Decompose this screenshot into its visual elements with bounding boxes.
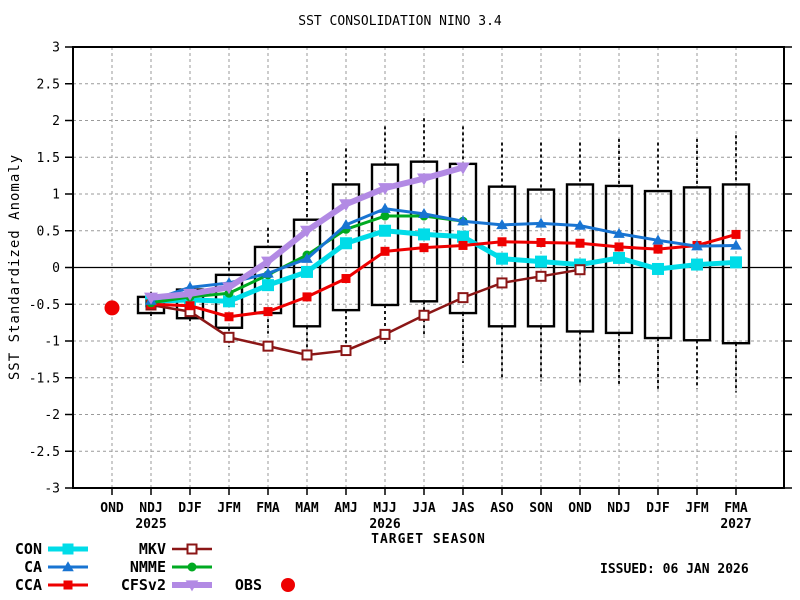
- x-axis-label: TARGET SEASON: [371, 532, 486, 547]
- y-tick-label: -0.5: [29, 298, 60, 313]
- legend-row: CA NMME: [4, 558, 306, 576]
- x-tick-label: MAM: [295, 501, 319, 516]
- x-tick-label: JJA: [412, 501, 436, 516]
- legend: CON MKV CA NMME CCA CFSv2 OBS: [4, 540, 306, 594]
- x-tick-label: JFM: [217, 501, 241, 516]
- legend-label-ca: CA: [23, 558, 42, 576]
- x-tick-label: NDJ: [607, 501, 630, 516]
- legend-sample-cca: [48, 580, 88, 590]
- legend-sample-mkv: [172, 543, 212, 555]
- y-tick-label: -2.5: [29, 445, 60, 460]
- legend-sample-nmme: [172, 562, 212, 572]
- legend-label-nmme: NMME: [129, 558, 166, 576]
- y-tick-label: 1: [52, 188, 60, 203]
- y-tick-label: 3: [52, 41, 60, 56]
- legend-label-con: CON: [14, 540, 42, 558]
- x-tick-label: MJJ: [373, 501, 396, 516]
- x-tick-label: ASO: [490, 501, 514, 516]
- x-tick-label: FMA: [256, 501, 280, 516]
- y-tick-label: 2: [52, 114, 60, 129]
- y-tick-label: 1.5: [37, 151, 60, 166]
- series-CFSv2: [144, 162, 470, 305]
- year-label: 2025: [135, 517, 166, 532]
- issued-label: ISSUED: 06 JAN 2026: [600, 562, 749, 577]
- x-tick-label: JFM: [685, 501, 709, 516]
- legend-sample-con: [48, 543, 88, 555]
- y-tick-labels: -3 -2.5 -2 -1.5 -1 -0.5 0 0.5 1 1.5 2 2.5 3: [29, 41, 60, 497]
- legend-sample-cfsv2: [172, 580, 212, 592]
- x-tick-label: SON: [529, 501, 553, 516]
- legend-sample-ca: [48, 561, 88, 572]
- year-label: 2027: [720, 517, 751, 532]
- x-tick-label: NDJ: [139, 501, 162, 516]
- range-box: [565, 183, 595, 333]
- y-tick-label: 0.5: [37, 224, 60, 239]
- x-tick-label: OND: [100, 501, 124, 516]
- series-CON: [145, 224, 742, 308]
- year-label: 2026: [369, 517, 400, 532]
- chart-title: SST CONSOLIDATION NINO 3.4: [298, 14, 502, 29]
- series-OBS: [104, 300, 120, 316]
- legend-label-mkv: MKV: [138, 540, 166, 558]
- y-tick-label: -3: [44, 482, 60, 497]
- range-box: [526, 188, 556, 328]
- x-tick-label: OND: [568, 501, 592, 516]
- range-boxes: [136, 118, 751, 393]
- y-tick-label: -1: [44, 335, 60, 350]
- x-tick-label: JAS: [451, 501, 475, 516]
- x-tick-labels: OND NDJ DJF JFM FMA MAM AMJ MJJ JJA JAS ASO SON OND N…: [100, 501, 751, 532]
- range-box: [487, 185, 517, 328]
- y-tick-label: -2: [44, 408, 60, 423]
- y-tick-label: 2.5: [37, 77, 60, 92]
- axis-ticks: [65, 46, 792, 495]
- range-box: [292, 218, 322, 328]
- x-tick-label: DJF: [646, 501, 670, 516]
- x-tick-label: AMJ: [334, 501, 357, 516]
- legend-sample-obs: [281, 578, 295, 592]
- legend-label-cca: CCA: [14, 576, 42, 594]
- legend-row: CON MKV: [4, 540, 306, 558]
- y-axis-label: SST Standardized Anomaly: [7, 153, 23, 381]
- x-tick-label: DJF: [178, 501, 202, 516]
- range-box: [331, 183, 361, 312]
- x-tick-label: FMA: [724, 501, 748, 516]
- y-tick-label: -1.5: [29, 371, 60, 386]
- legend-label-cfsv2: CFSv2: [120, 576, 166, 594]
- legend-label-obs: OBS: [234, 576, 262, 594]
- legend-row: CCA CFSv2 OBS: [4, 576, 306, 594]
- y-tick-label: 0: [52, 261, 60, 276]
